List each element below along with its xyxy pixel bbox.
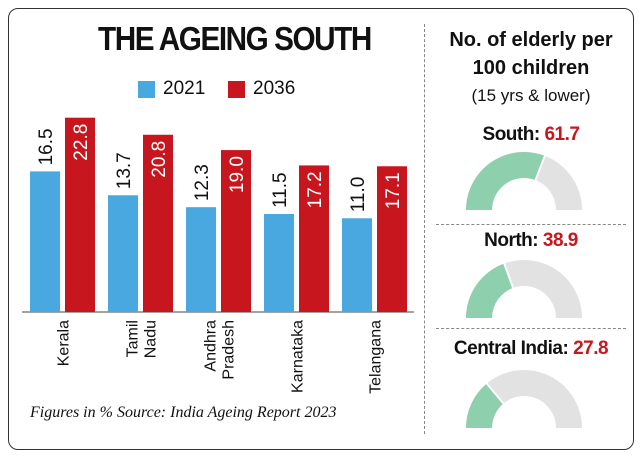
infographic-frame: [8, 8, 634, 450]
gauge-fill-north: [466, 263, 514, 318]
bar-value-label: 17.2: [305, 171, 326, 208]
gauge-value-north: 38.9: [542, 230, 578, 251]
bar-value-label: 20.8: [149, 141, 170, 178]
category-label: Andhra: [203, 320, 220, 372]
gauge-region-north: North:: [484, 230, 539, 251]
legend-swatch-2021: [138, 80, 155, 98]
gauge-fill-central: [466, 383, 504, 428]
bar-2036-4: [377, 166, 407, 312]
legend-item-2021: 2021: [138, 78, 205, 100]
panel-divider: [424, 24, 425, 434]
category-label: Tamil: [125, 320, 142, 357]
category-label: Telangana: [368, 320, 385, 394]
gauge-fill-south: [466, 152, 545, 210]
gauge-panel-title: No. of elderly per 100 children: [449, 29, 613, 79]
gauge-separator: [436, 328, 626, 329]
gauge-split-central: [485, 382, 505, 405]
bar-value-label: 16.5: [36, 128, 57, 165]
gauge-split-north: [502, 262, 515, 290]
bar-2021-0: [30, 171, 60, 312]
bar-2036-3: [299, 165, 329, 312]
legend-label-2036: 2036: [253, 78, 296, 99]
gauge-label-south: South: 61.7: [436, 124, 626, 146]
gauge-region-south: South:: [482, 124, 541, 145]
bar-value-label: 11.0: [348, 177, 369, 213]
category-label: Nadu: [143, 320, 160, 358]
bar-2036-2: [221, 150, 251, 312]
bar-2021-1: [108, 195, 138, 312]
gauge-separator: [436, 224, 626, 225]
bar-value-label: 17.1: [383, 172, 404, 209]
bar-2021-2: [186, 207, 216, 312]
footnote: Figures in % Source: India Ageing Report…: [30, 404, 337, 421]
category-label: Kerala: [56, 320, 73, 366]
gauge-label-central: Central India: 27.8: [436, 338, 626, 360]
bar-value-label: 19.0: [227, 156, 248, 193]
bar-2021-3: [264, 214, 294, 312]
bar-2036-1: [143, 134, 173, 312]
gauge-label-north: North: 38.9: [436, 230, 626, 252]
bar-2036-0: [65, 117, 95, 312]
bar-2021-4: [342, 218, 372, 312]
bar-value-label: 22.8: [71, 124, 92, 161]
legend-swatch-2036: [228, 80, 245, 98]
bar-value-label: 13.7: [114, 152, 135, 189]
category-label: Karnataka: [290, 320, 307, 393]
bar-value-label: 11.5: [270, 172, 291, 208]
gauge-value-south: 61.7: [544, 124, 580, 145]
category-label: Pradesh: [221, 320, 238, 380]
legend-item-2036: 2036: [228, 78, 295, 100]
gauge-value-central: 27.8: [573, 338, 609, 359]
bar-value-label: 12.3: [192, 164, 213, 201]
gauge-split-south: [534, 154, 547, 182]
legend-label-2021: 2021: [163, 78, 206, 99]
gauge-region-central: Central India:: [453, 338, 569, 359]
gauge-panel-subtitle: (15 yrs & lower): [471, 86, 591, 105]
